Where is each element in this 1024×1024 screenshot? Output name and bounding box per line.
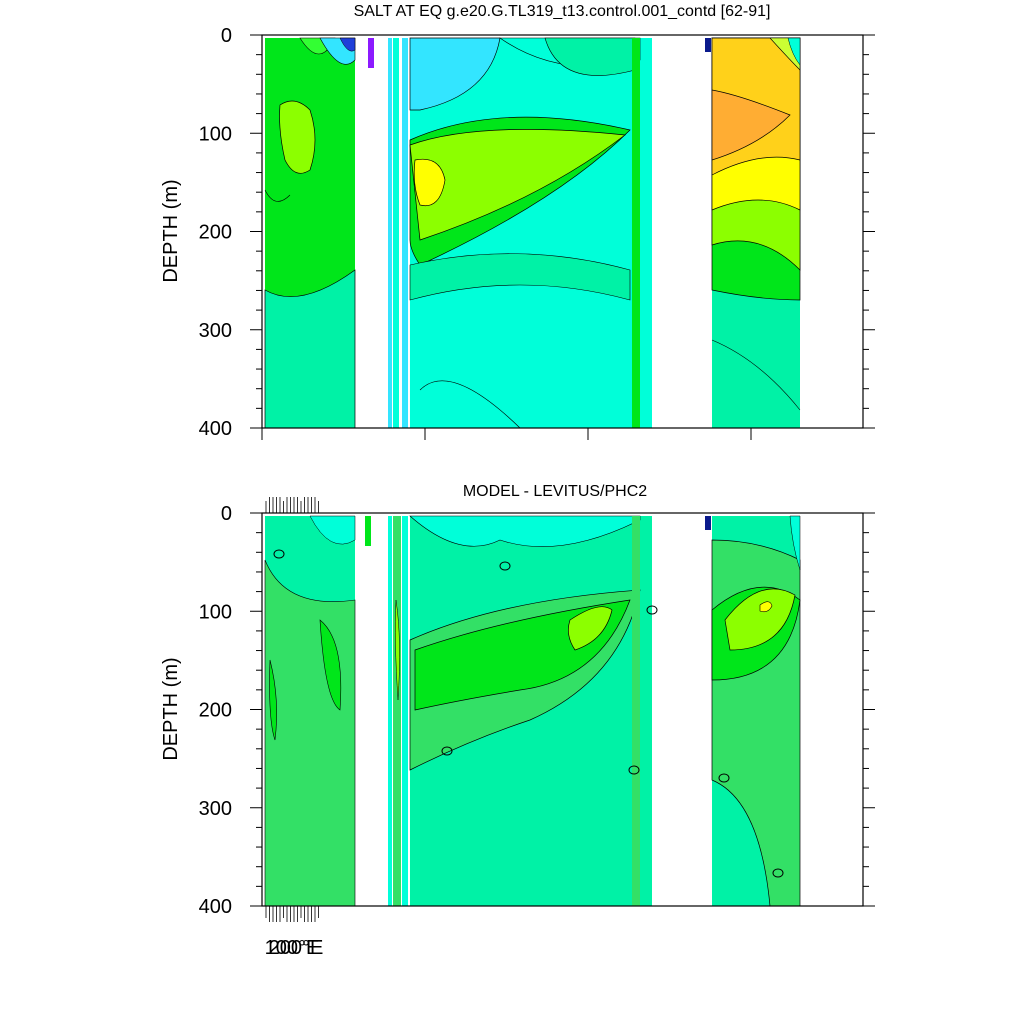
- top-panel-title: SALT AT EQ g.e20.G.TL319_t13.control.001…: [354, 3, 771, 20]
- y-tick-label: 300: [199, 798, 232, 820]
- zero-label: [772, 868, 784, 878]
- bottom-y-axis-title: DEPTH (m): [160, 657, 182, 760]
- bottom-region-atlantic: [705, 515, 801, 907]
- y-tick-label: 300: [199, 320, 232, 342]
- top-y-axis: 0 100 200 300 400: [199, 25, 875, 440]
- y-tick-label: 200: [199, 222, 232, 244]
- y-tick-label: 0: [221, 503, 232, 525]
- top-x-ticks: [261, 428, 752, 440]
- top-region-pacific: [409, 37, 652, 429]
- top-region-purple-sliver: [368, 38, 374, 68]
- bottom-panel: MODEL - LEVITUS/PHC2: [160, 483, 875, 959]
- zero-contour-labels: [273, 549, 784, 878]
- zero-label: [441, 746, 453, 756]
- y-tick-label: 100: [199, 123, 232, 145]
- y-tick-label: 400: [199, 896, 232, 918]
- y-tick-label: 200: [199, 700, 232, 722]
- zero-label: [646, 605, 658, 615]
- top-y-axis-title: DEPTH (m): [160, 179, 182, 282]
- bottom-region-west: [264, 515, 356, 907]
- y-tick-label: 400: [199, 418, 232, 440]
- bottom-y-axis: 0 100 200 300 400: [199, 503, 875, 918]
- zero-label: [718, 773, 730, 783]
- bottom-plot-area: [264, 515, 801, 907]
- bottom-region-strait: [365, 516, 408, 906]
- bottom-panel-title: MODEL - LEVITUS/PHC2: [463, 483, 647, 500]
- zero-label: [499, 561, 511, 571]
- top-plot-area: [264, 37, 801, 429]
- top-region-strait: [388, 38, 408, 428]
- bottom-x-tick-label-2: 200°E: [269, 937, 324, 959]
- top-region-west: [264, 37, 356, 429]
- y-tick-label: 0: [221, 25, 232, 47]
- top-region-atlantic: [705, 37, 801, 428]
- zero-label: [628, 765, 640, 775]
- bottom-x-tick-label-1: 100°E: [265, 937, 320, 959]
- zero-label: [273, 549, 285, 559]
- y-tick-label: 100: [199, 601, 232, 623]
- bottom-x-minor-ticks: [265, 497, 319, 922]
- bottom-region-pacific: [409, 515, 652, 906]
- top-panel: SALT AT EQ g.e20.G.TL319_t13.control.001…: [160, 3, 875, 440]
